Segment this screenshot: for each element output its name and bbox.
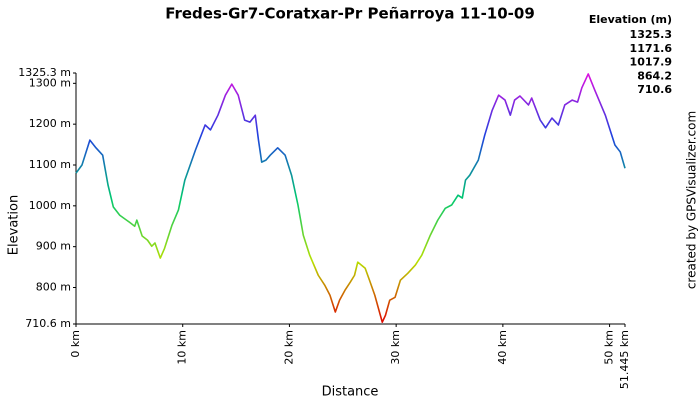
y-axis-label: Elevation bbox=[7, 195, 22, 255]
legend-entry: 1325.3 bbox=[630, 28, 672, 41]
y-tick-label: 1300 m bbox=[29, 76, 71, 89]
y-tick-label: 1325.3 m bbox=[18, 66, 71, 79]
legend-entry: 710.6 bbox=[637, 83, 672, 96]
legend-entry: 1017.9 bbox=[630, 56, 672, 69]
y-tick-label: 1100 m bbox=[29, 158, 71, 171]
legend-entry: 1171.6 bbox=[630, 42, 673, 55]
x-axis-label: Distance bbox=[322, 385, 379, 400]
y-tick-label: 1200 m bbox=[29, 117, 71, 130]
x-tick-label: 50 km bbox=[603, 330, 616, 365]
x-tick-label: 0 km bbox=[69, 330, 82, 358]
x-tick-label: 10 km bbox=[176, 330, 189, 365]
legend-title: Elevation (m) bbox=[589, 13, 672, 26]
x-tick-label: 51.445 km bbox=[618, 330, 631, 389]
credit: created by GPSVisualizer.com bbox=[685, 111, 699, 289]
y-tick-label: 1000 m bbox=[29, 199, 71, 212]
x-tick-label: 30 km bbox=[389, 330, 402, 365]
chart-title: Fredes-Gr7-Coratxar-Pr Peñarroya 11-10-0… bbox=[165, 5, 535, 23]
x-tick-label: 20 km bbox=[282, 330, 295, 365]
y-tick-label: 900 m bbox=[36, 240, 71, 253]
elevation-line bbox=[75, 73, 626, 323]
y-tick-label: 800 m bbox=[36, 280, 71, 293]
legend-entry: 864.2 bbox=[637, 69, 672, 82]
x-tick-label: 40 km bbox=[496, 330, 509, 365]
y-tick-label: 710.6 m bbox=[25, 317, 71, 330]
